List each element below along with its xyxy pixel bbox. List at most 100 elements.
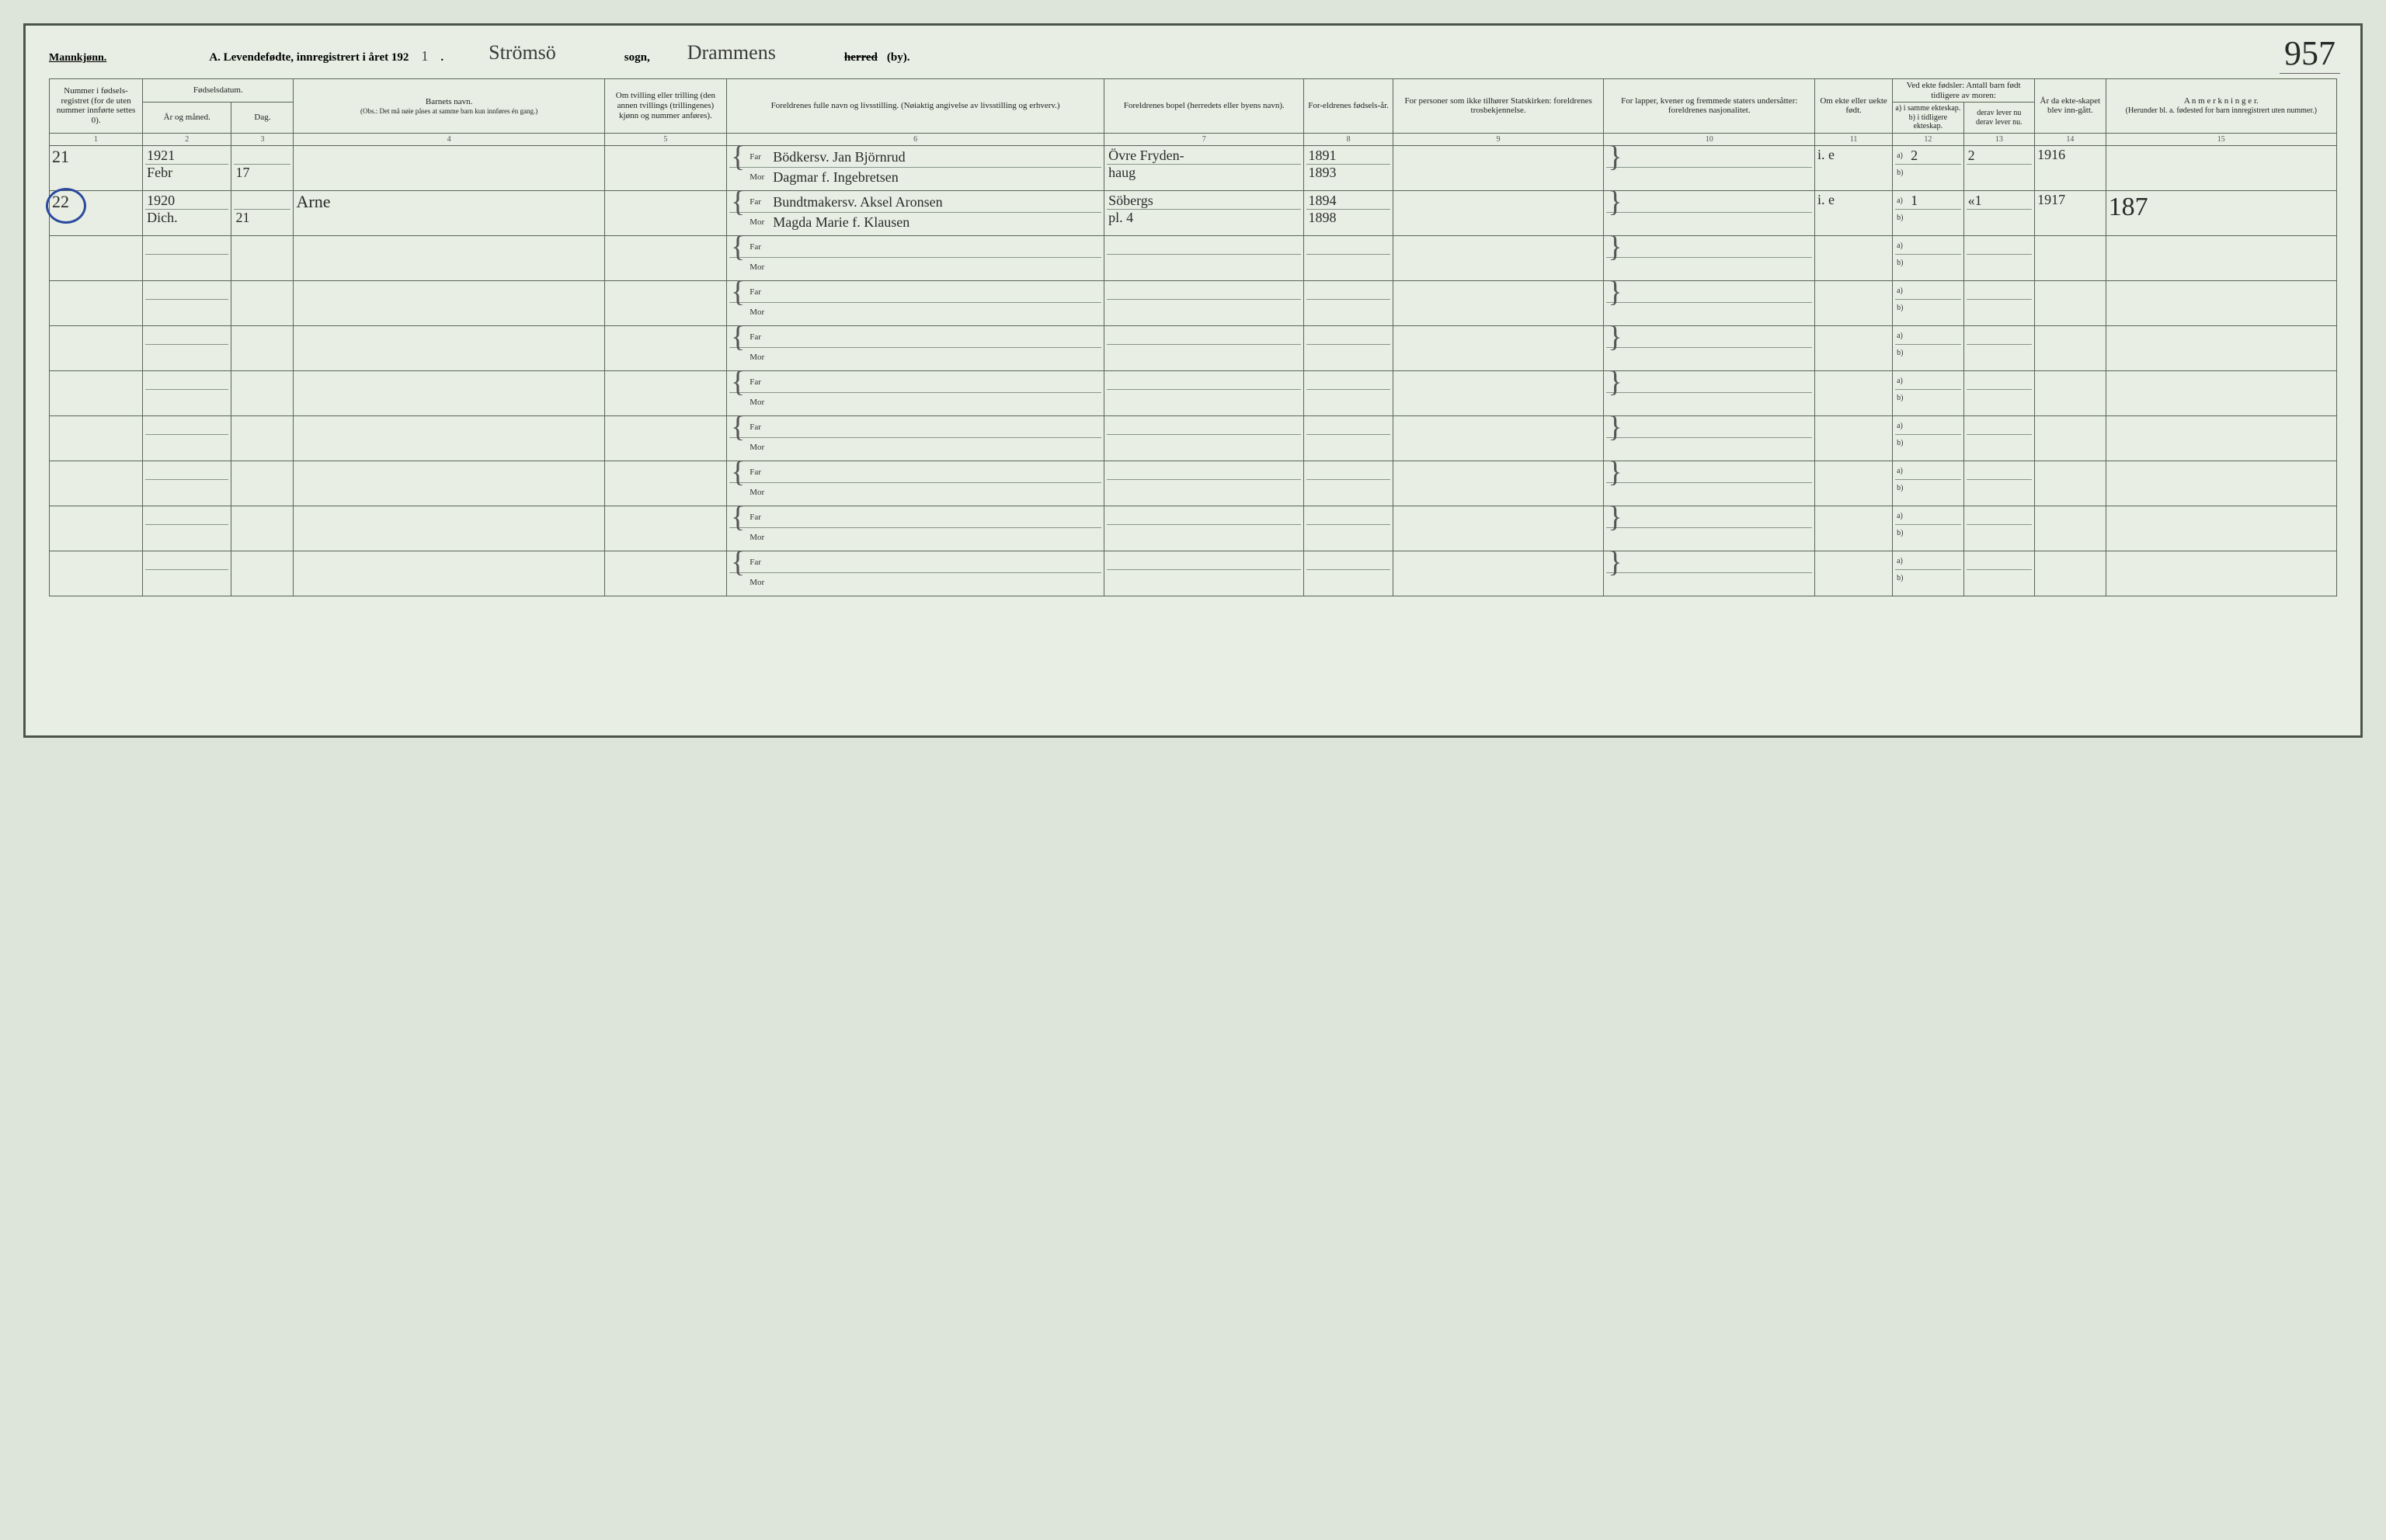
- cell-ekte: [1815, 280, 1893, 325]
- cell-ekte: [1815, 370, 1893, 415]
- year-digit: 1: [418, 48, 431, 64]
- cell-remark: [2106, 506, 2336, 551]
- cell-remark: 187: [2106, 190, 2336, 235]
- cell-bopel: [1104, 551, 1304, 596]
- table-row: {Far {Mor } a) b): [50, 235, 2337, 280]
- title-print: A. Levendefødte, innregistrert i året 19…: [209, 51, 409, 64]
- cell-bopel: Söbergs pl. 4: [1104, 190, 1304, 235]
- col-15-title: A n m e r k n i n g e r.: [2109, 96, 2334, 106]
- cell-religion: [1393, 190, 1604, 235]
- cell-nationality: }: [1604, 551, 1815, 596]
- cell-remark: [2106, 325, 2336, 370]
- cell-year-month: [143, 370, 231, 415]
- col-5-header: Om tvilling eller trilling (den annen tv…: [604, 79, 726, 134]
- cell-prev-lever: [1963, 325, 2034, 370]
- cell-bopel: [1104, 280, 1304, 325]
- cell-twin: [604, 370, 726, 415]
- colnum: 8: [1304, 133, 1393, 145]
- cell-nationality: }: [1604, 325, 1815, 370]
- cell-num: 21: [50, 145, 143, 190]
- cell-bopel: [1104, 415, 1304, 461]
- cell-twin: [604, 506, 726, 551]
- cell-parent-years: [1304, 461, 1393, 506]
- cell-parent-years: [1304, 506, 1393, 551]
- col-13-header: derav lever nu derav lever nu.: [1963, 103, 2034, 134]
- cell-nationality: }: [1604, 370, 1815, 415]
- col-11-header: Om ekte eller uekte født.: [1815, 79, 1893, 134]
- cell-day: [231, 370, 294, 415]
- cell-twin: [604, 415, 726, 461]
- cell-prev-a: a) b): [1893, 235, 1963, 280]
- cell-remark: [2106, 280, 2336, 325]
- cell-child: [294, 280, 604, 325]
- column-number-row: 1 2 3 4 5 6 7 8 9 10 11 12 13 14 15: [50, 133, 2337, 145]
- cell-bopel: Övre Fryden- haug: [1104, 145, 1304, 190]
- cell-parents: {Far {Mor: [727, 506, 1104, 551]
- cell-child: [294, 551, 604, 596]
- cell-parents: {Far {Mor: [727, 370, 1104, 415]
- cell-prev-lever: [1963, 280, 2034, 325]
- colnum: 12: [1893, 133, 1963, 145]
- cell-num: [50, 415, 143, 461]
- cell-child: [294, 235, 604, 280]
- cell-prev-lever: [1963, 235, 2034, 280]
- cell-prev-lever: «1: [1963, 190, 2034, 235]
- cell-parents: {FarBödkersv. Jan Björnrud {MorDagmar f.…: [727, 145, 1104, 190]
- cell-year-married: [2035, 415, 2106, 461]
- col-9-header: For personer som ikke tilhører Statskirk…: [1393, 79, 1604, 134]
- cell-religion: [1393, 325, 1604, 370]
- cell-ekte: [1815, 415, 1893, 461]
- cell-twin: [604, 325, 726, 370]
- cell-prev-lever: [1963, 415, 2034, 461]
- cell-day: [231, 325, 294, 370]
- col-4-header: Barnets navn. (Obs.: Det må nøie påses a…: [294, 79, 604, 134]
- table-row: {Far {Mor } a) b): [50, 415, 2337, 461]
- col-13a-text: derav lever nu: [1967, 109, 2032, 118]
- cell-year-married: [2035, 461, 2106, 506]
- cell-parent-years: 1891 1893: [1304, 145, 1393, 190]
- col-14-header: År da ekte-skapet blev inn-gått.: [2035, 79, 2106, 134]
- cell-day: [231, 415, 294, 461]
- cell-religion: [1393, 551, 1604, 596]
- cell-prev-lever: [1963, 506, 2034, 551]
- table-row: 21 1921 Febr 17 {FarBödkersv. Jan Björnr…: [50, 145, 2337, 190]
- table-row: {Far {Mor } a) b): [50, 325, 2337, 370]
- cell-year-married: [2035, 235, 2106, 280]
- cell-year-month: [143, 461, 231, 506]
- cell-prev-a: a) b): [1893, 506, 1963, 551]
- table-body: 21 1921 Febr 17 {FarBödkersv. Jan Björnr…: [50, 145, 2337, 596]
- col-4-obs: (Obs.: Det må nøie påses at samme barn k…: [296, 107, 601, 115]
- cell-day: [231, 461, 294, 506]
- cell-prev-a: a) b): [1893, 415, 1963, 461]
- col-15-sub: (Herunder bl. a. fødested for barn innre…: [2109, 106, 2334, 116]
- cell-parents: {Far {Mor: [727, 280, 1104, 325]
- cell-religion: [1393, 145, 1604, 190]
- cell-parents: {Far {Mor: [727, 461, 1104, 506]
- colnum: 1: [50, 133, 143, 145]
- cell-remark: [2106, 461, 2336, 506]
- col-13b-text: derav lever nu.: [1967, 118, 2032, 127]
- table-row: {Far {Mor } a) b): [50, 506, 2337, 551]
- cell-child: [294, 145, 604, 190]
- cell-prev-a: a)2 b): [1893, 145, 1963, 190]
- cell-remark: [2106, 235, 2336, 280]
- col-10-header: For lapper, kvener og fremmede staters u…: [1604, 79, 1815, 134]
- cell-bopel: [1104, 325, 1304, 370]
- col-7-header: Foreldrenes bopel (herredets eller byens…: [1104, 79, 1304, 134]
- cell-religion: [1393, 370, 1604, 415]
- col-6-header: Foreldrenes fulle navn og livsstilling. …: [727, 79, 1104, 134]
- cell-religion: [1393, 235, 1604, 280]
- register-table: Nummer i fødsels-registret (for de uten …: [49, 78, 2337, 596]
- cell-prev-lever: [1963, 551, 2034, 596]
- colnum: 15: [2106, 133, 2336, 145]
- col-12-top: Ved ekte fødsler: Antall barn født tidli…: [1893, 79, 2035, 103]
- table-row: {Far {Mor } a) b): [50, 461, 2337, 506]
- cell-prev-a: a)1 b): [1893, 190, 1963, 235]
- cell-twin: [604, 235, 726, 280]
- cell-nationality: }: [1604, 280, 1815, 325]
- cell-bopel: [1104, 370, 1304, 415]
- cell-year-married: [2035, 280, 2106, 325]
- cell-child: [294, 506, 604, 551]
- colnum: 6: [727, 133, 1104, 145]
- cell-prev-a: a) b): [1893, 325, 1963, 370]
